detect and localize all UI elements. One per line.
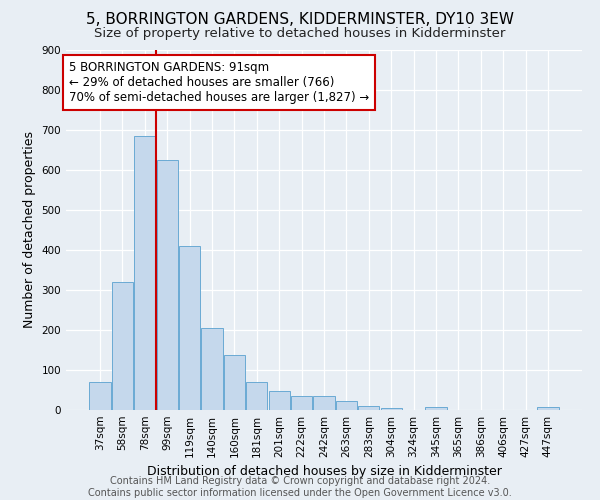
Text: Contains HM Land Registry data © Crown copyright and database right 2024.
Contai: Contains HM Land Registry data © Crown c… <box>88 476 512 498</box>
Bar <box>269 391 290 410</box>
X-axis label: Distribution of detached houses by size in Kidderminster: Distribution of detached houses by size … <box>146 466 502 478</box>
Text: Size of property relative to detached houses in Kidderminster: Size of property relative to detached ho… <box>94 28 506 40</box>
Bar <box>336 401 357 410</box>
Bar <box>291 396 312 410</box>
Bar <box>537 407 559 410</box>
Bar <box>134 136 155 410</box>
Bar <box>425 407 446 410</box>
Text: 5 BORRINGTON GARDENS: 91sqm
← 29% of detached houses are smaller (766)
70% of se: 5 BORRINGTON GARDENS: 91sqm ← 29% of det… <box>68 61 369 104</box>
Y-axis label: Number of detached properties: Number of detached properties <box>23 132 36 328</box>
Bar <box>89 382 111 410</box>
Bar <box>179 246 200 410</box>
Bar <box>246 382 268 410</box>
Bar <box>358 406 379 410</box>
Text: 5, BORRINGTON GARDENS, KIDDERMINSTER, DY10 3EW: 5, BORRINGTON GARDENS, KIDDERMINSTER, DY… <box>86 12 514 28</box>
Bar <box>157 160 178 410</box>
Bar <box>112 282 133 410</box>
Bar <box>380 408 402 410</box>
Bar <box>202 328 223 410</box>
Bar <box>224 355 245 410</box>
Bar <box>313 396 335 410</box>
